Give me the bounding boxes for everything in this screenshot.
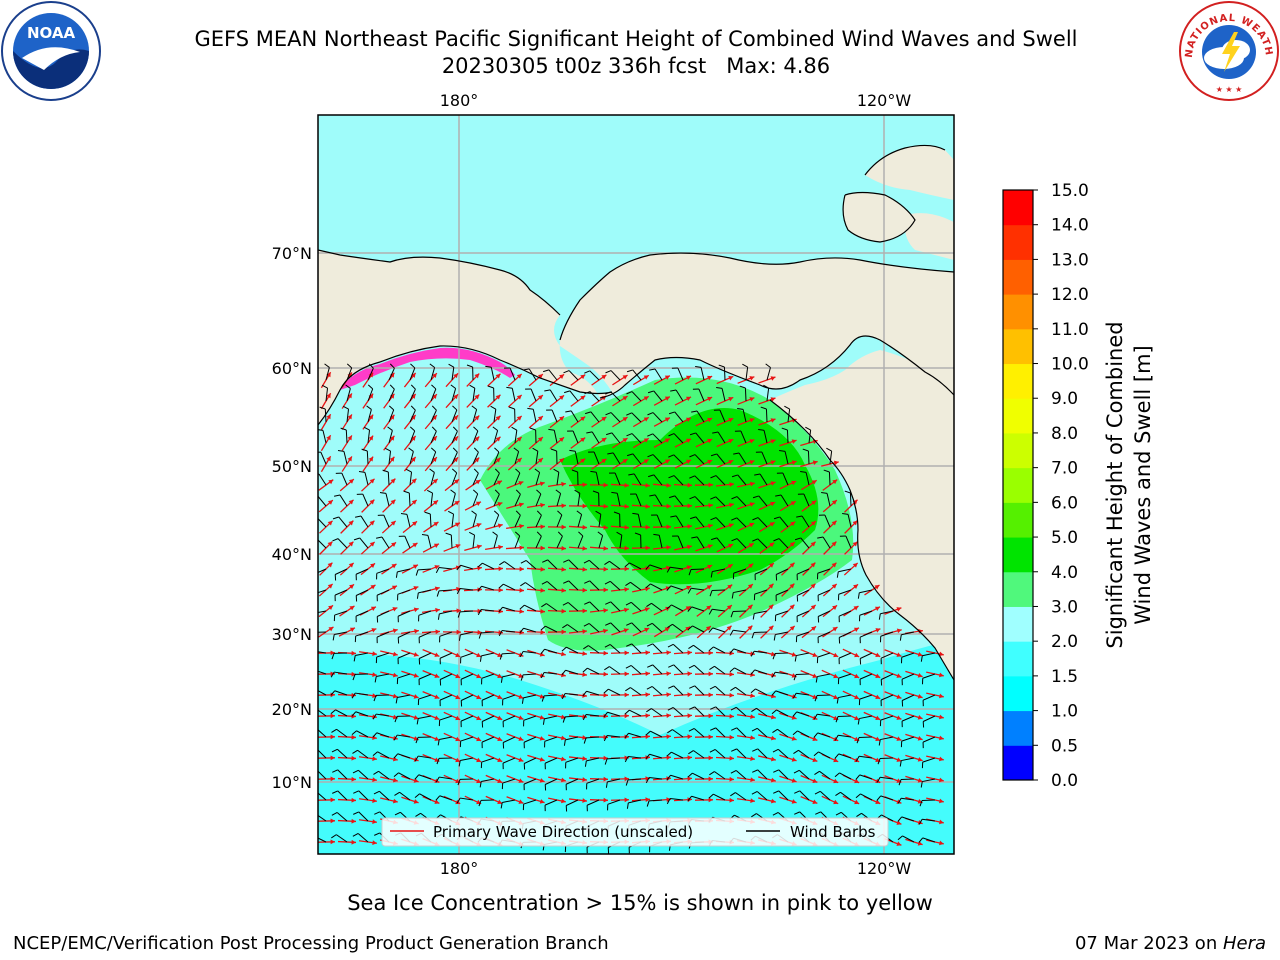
colorbar-segment [1003,641,1033,677]
colorbar-tick-label: 1.0 [1051,702,1078,722]
legend-box [381,817,889,847]
colorbar-tick-label: 2.0 [1051,632,1078,652]
colorbar-segment [1003,328,1033,365]
map-frame [317,114,955,855]
colorbar-segment [1003,363,1033,399]
chart-subtitle: 20230305 t00z 336h fcst Max: 4.86 [441,54,831,78]
lat-label: 30°N [272,625,312,644]
colorbar-segment [1003,502,1033,538]
colorbar-segment [1003,259,1033,295]
colorbar-tick-label: 0.5 [1051,736,1078,756]
lat-label: 10°N [272,773,312,792]
colorbar-tick-label: 14.0 [1051,216,1089,236]
colorbar-tick-label: 5.0 [1051,528,1078,548]
colorbar-tick-label: 7.0 [1051,459,1078,479]
colorbar-label-line1: Significant Height of Combined [1103,321,1127,648]
noaa-logo-icon: NOAA [1,1,101,101]
colorbar-segment [1003,432,1033,469]
colorbar-tick-label: 8.0 [1051,424,1078,444]
sea-ice-concentration [340,347,515,390]
colorbar-tick-label: 9.0 [1051,389,1078,409]
lat-label: 20°N [272,700,312,719]
legend-wave-label: Primary Wave Direction (unscaled) [433,823,693,841]
colorbar-frame [1002,189,1034,781]
lat-label: 50°N [272,457,312,476]
colorbar-segment [1003,745,1033,781]
nws-logo-icon: NATIONAL WEATHER SERVICE ★ ★ ★ [1178,0,1279,101]
colorbar-tick-label: 11.0 [1051,320,1089,340]
map-area [318,115,954,854]
sea-ice-caption: Sea Ice Concentration > 15% is shown in … [347,891,933,915]
footer-credit: NCEP/EMC/Verification Post Processing Pr… [13,933,609,954]
colorbar-segment [1003,224,1033,260]
land-arctic-islands [843,145,954,260]
lon-label-top-180: 180° [440,91,479,110]
footer-date: 07 Mar 2023 on Hera [1075,933,1266,954]
colorbar-tick-label: 6.0 [1051,493,1078,513]
colorbar-tick-label: 4.0 [1051,563,1078,583]
colorbar-segment [1003,710,1033,746]
colorbar-tick-label: 1.5 [1051,667,1078,687]
map-legend: Primary Wave Direction (unscaled) Wind B… [381,817,889,847]
lon-label-top-120w: 120°W [857,91,912,110]
colorbar-segment [1003,537,1033,573]
lat-label: 60°N [272,359,312,378]
lat-labels: 70°N 60°N 50°N 40°N 30°N 20°N 10°N [272,244,312,792]
wave-height-1-5-2m [318,640,954,854]
colorbar-segment [1003,571,1033,607]
colorbar-segment [1003,606,1033,642]
colorbar-segment [1003,398,1033,434]
colorbar-segment [1003,675,1033,712]
land-arctic-alaska [318,115,954,425]
colorbar-segment [1003,294,1033,330]
lon-label-bottom-120w: 120°W [857,859,912,878]
land-north-america [770,350,954,680]
lat-label: 70°N [272,244,312,263]
noaa-logo-text: NOAA [27,24,76,42]
colorbar-tick-label: 12.0 [1051,285,1089,305]
colorbar-tick-label: 13.0 [1051,250,1089,270]
colorbar-segment [1003,190,1033,226]
colorbar-tick-label: 3.0 [1051,597,1078,617]
coastline [318,144,954,681]
lon-label-bottom-180: 180° [440,859,479,878]
colorbar-segment [1003,467,1033,503]
chart-title: GEFS MEAN Northeast Pacific Significant … [194,27,1078,51]
svg-text:★ ★ ★: ★ ★ ★ [1216,85,1243,94]
footer-host: Hera [1222,933,1266,954]
colorbar-tick-label: 10.0 [1051,355,1089,375]
legend-wind-label: Wind Barbs [790,823,876,841]
colorbar-label-line2: Wind Waves and Swell [m] [1131,345,1155,625]
colorbar-tick-label: 0.0 [1051,771,1078,791]
colorbar: 0.0 0.5 1.0 1.5 2.0 3.0 4.0 5.0 6.0 7.0 8.0 9.0 10.0… [1002,181,1089,791]
lat-label: 40°N [272,545,312,564]
colorbar-tick-label: 15.0 [1051,181,1089,201]
footer-date-text: 07 Mar 2023 on [1074,933,1223,954]
